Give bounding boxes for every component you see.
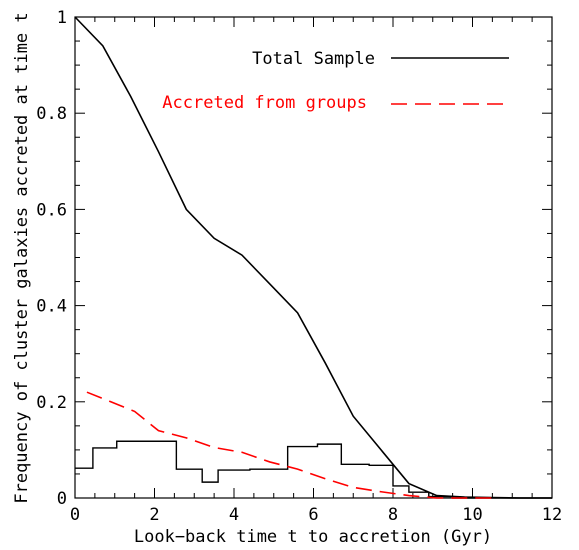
axis-ticks xyxy=(74,16,553,499)
x-tick-label: 6 xyxy=(308,505,318,525)
series-line-0 xyxy=(74,16,552,499)
x-tick-label: 2 xyxy=(149,505,159,525)
x-tick-labels: 0 2 4 6 8 10 12 xyxy=(70,505,562,525)
series-lines xyxy=(74,16,552,499)
x-tick-label: 10 xyxy=(462,505,482,525)
x-tick-label: 12 xyxy=(542,505,562,525)
y-tick-label: 0 xyxy=(57,489,67,509)
y-tick-label: 0.8 xyxy=(36,104,67,124)
y-tick-label: 0.2 xyxy=(36,393,67,413)
legend-label-accreted-from-groups: Accreted from groups xyxy=(162,93,367,113)
y-tick-label: 0.4 xyxy=(36,297,67,317)
series-line-1 xyxy=(86,391,493,499)
data-points xyxy=(74,16,553,499)
y-tick-label: 1 xyxy=(57,8,67,28)
y-axis-title: Frequency of cluster galaxies accreted a… xyxy=(12,12,32,503)
x-tick-label: 0 xyxy=(70,505,80,525)
plot-frame xyxy=(74,16,553,499)
x-axis-title: Look−back time t to accretion (Gyr) xyxy=(134,527,492,547)
x-tick-label: 8 xyxy=(388,505,398,525)
y-tick-labels: 0 0.2 0.4 0.6 0.8 1 xyxy=(36,8,67,509)
legend-label-total-sample: Total Sample xyxy=(252,49,375,69)
histogram-steps xyxy=(75,440,552,499)
x-tick-label: 4 xyxy=(229,505,239,525)
legend: Total Sample Accreted from groups xyxy=(162,49,509,113)
y-tick-label: 0.6 xyxy=(36,200,67,220)
